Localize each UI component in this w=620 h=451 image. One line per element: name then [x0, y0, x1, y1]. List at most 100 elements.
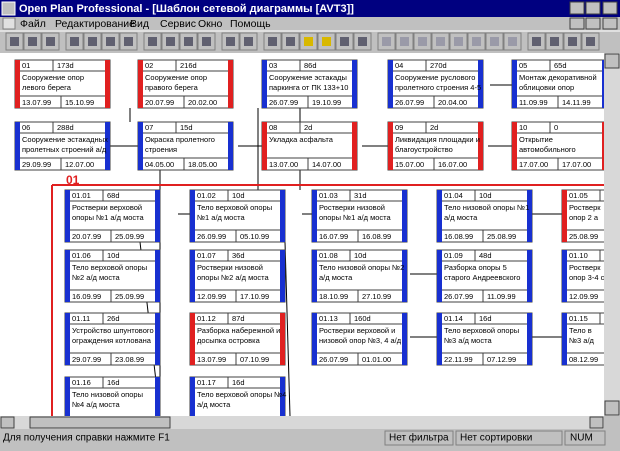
node-id: 08 — [269, 123, 277, 132]
toolbar-icon — [340, 37, 349, 46]
node-finish: 23.08.99 — [115, 355, 144, 364]
node-start: 08.12.99 — [569, 355, 598, 364]
status-panel — [455, 430, 563, 446]
node-text: Тело верховой опоры — [197, 203, 272, 212]
node-bar-left — [262, 122, 267, 170]
node-bar-right — [155, 313, 160, 365]
menu-item[interactable]: Вид — [130, 18, 149, 30]
node-id: 04 — [395, 61, 403, 70]
v-scrollbar[interactable] — [604, 53, 620, 416]
minimize-button[interactable] — [569, 1, 585, 15]
doc-close[interactable] — [602, 17, 618, 30]
menu-item[interactable]: Окно — [198, 18, 223, 30]
node-text: Сооружение эстакады — [269, 73, 347, 82]
node-duration: 15d — [180, 123, 193, 132]
doc-restore[interactable] — [585, 17, 601, 30]
scroll-thumb[interactable] — [29, 416, 171, 429]
node-start: 25.08.99 — [569, 232, 598, 241]
toolbar-icon — [472, 37, 481, 46]
node-finish: 27.10.99 — [362, 292, 391, 301]
node-id: 05 — [519, 61, 527, 70]
menu-item[interactable]: Помощь — [230, 18, 271, 30]
node-duration: 173d — [57, 61, 74, 70]
node-bar-right — [280, 250, 285, 302]
node-text: автомобильного — [519, 145, 576, 154]
node-id: 01 — [22, 61, 30, 70]
node-finish: 11.09.99 — [487, 292, 516, 301]
node-box — [64, 312, 161, 366]
node-start: 26.07.99 — [269, 98, 298, 107]
node-text: Укладка асфальта — [269, 135, 334, 144]
node-bar-right — [105, 122, 110, 170]
node-text: паркинга от ПК 133+10 — [269, 83, 348, 92]
menu-item[interactable]: Редактирование — [55, 18, 135, 30]
node-finish: 17.10.99 — [240, 292, 269, 301]
status-bg — [0, 430, 620, 446]
menu-item[interactable]: Файл — [20, 18, 46, 30]
toolbar-icon — [28, 37, 37, 46]
node-text: старого Андреевского — [444, 273, 520, 282]
scroll-up[interactable] — [604, 53, 620, 69]
node-start: 20.07.99 — [145, 98, 174, 107]
activity-node[interactable]: 01.11 26d Устройство шпунтовогоограждения … — [64, 312, 161, 366]
menu-item[interactable]: Сервис — [160, 18, 196, 30]
scroll-down[interactable] — [604, 400, 620, 416]
doc-minimize[interactable] — [569, 17, 585, 30]
toolbar-icon — [70, 37, 79, 46]
activity-node[interactable]: 09 2d Ликвидация площадки иблагоустройство… — [387, 121, 484, 171]
node-start: 12.09.99 — [569, 292, 598, 301]
app-icon — [1, 1, 16, 16]
node-id: 01.04 — [444, 191, 463, 200]
toolbar-icon — [268, 37, 277, 46]
node-bar-left — [65, 250, 70, 302]
node-box — [436, 249, 533, 303]
scroll-left[interactable] — [0, 416, 15, 429]
node-bar-right — [527, 313, 532, 365]
scroll-right[interactable] — [589, 416, 604, 429]
close-button[interactable] — [602, 1, 618, 15]
activity-node[interactable]: 08 2d Укладка асфальта 13.07.00 14.07.00 — [261, 121, 358, 171]
node-box — [14, 59, 111, 109]
node-box — [387, 121, 484, 171]
node-bar-left — [190, 250, 195, 302]
node-id: 07 — [145, 123, 153, 132]
maximize-button[interactable] — [585, 1, 601, 15]
toolbar-icon — [124, 37, 133, 46]
toolbar-icon — [322, 37, 331, 46]
node-duration: 10d — [232, 191, 245, 200]
node-duration: 16d — [107, 378, 120, 387]
node-start: 04.05.00 — [145, 160, 174, 169]
node-bar-left — [15, 122, 20, 170]
node-text: Тело низовой опоры — [72, 390, 143, 399]
node-duration: 10d — [354, 251, 367, 260]
node-finish: 25.08.99 — [487, 232, 516, 241]
node-duration: 26d — [107, 314, 120, 323]
node-text: №2 а/д моста — [72, 273, 120, 282]
node-bar-right — [402, 313, 407, 365]
